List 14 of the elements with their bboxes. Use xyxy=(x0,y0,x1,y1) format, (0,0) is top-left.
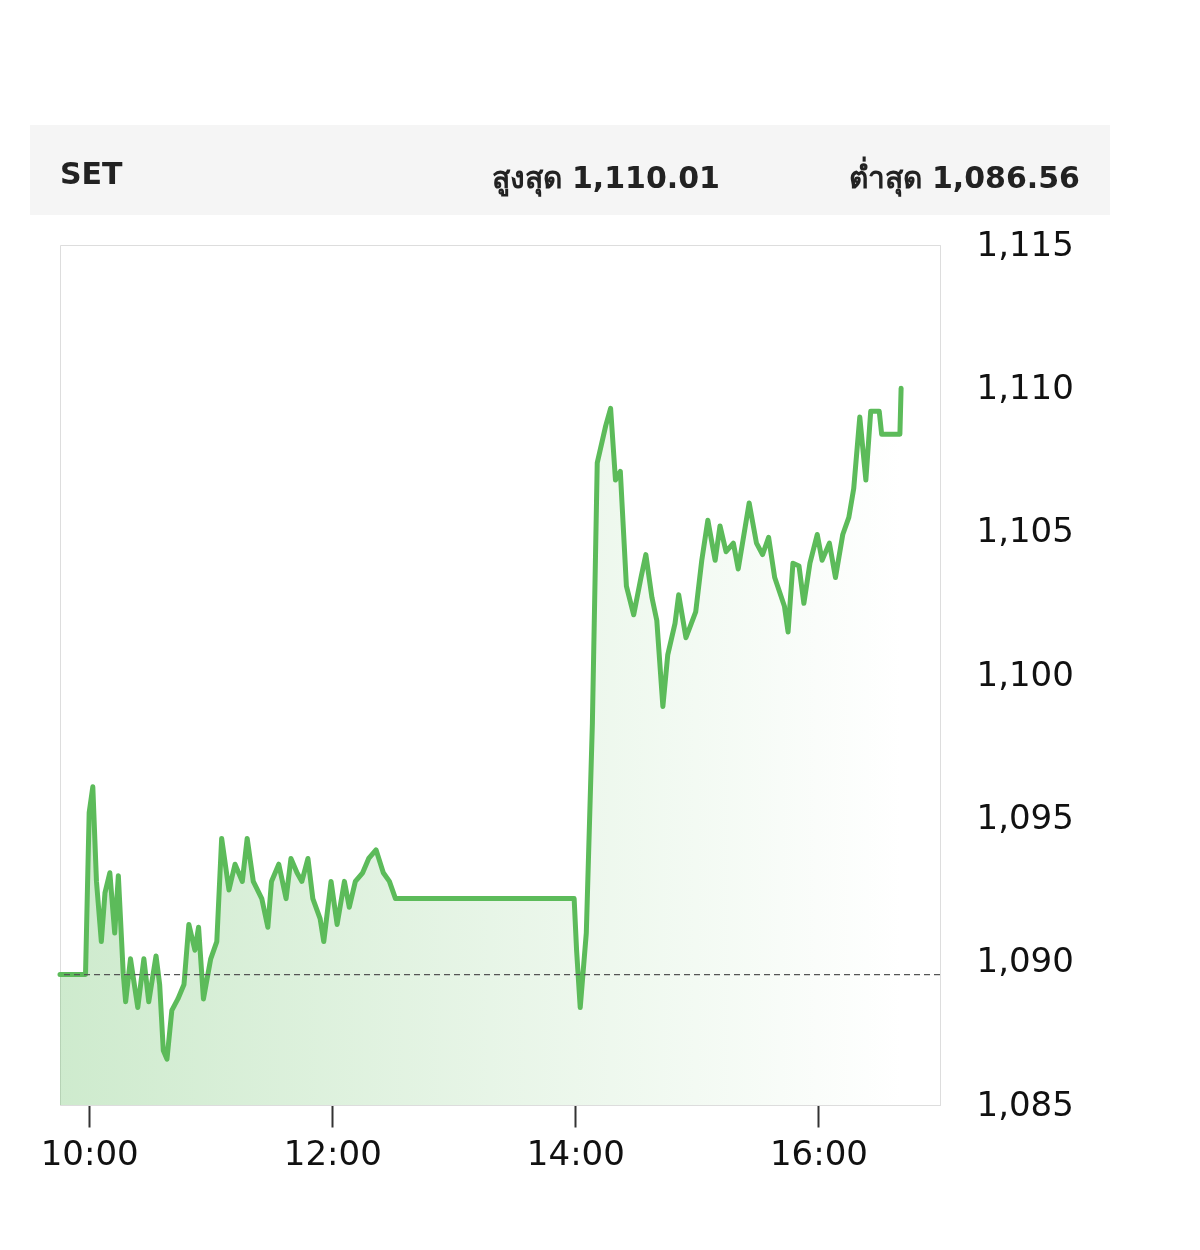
y-tick-label: 1,110 xyxy=(976,366,1074,407)
text: ต่ำสุด 1,086.56 xyxy=(848,156,1080,197)
y-tick-label: 1,095 xyxy=(976,796,1074,837)
y-tick-label: 1,090 xyxy=(976,940,1074,981)
chart-title: SET xyxy=(60,156,124,191)
text: สูงสุด 1,110.01 xyxy=(491,160,720,197)
y-tick-label: 1,115 xyxy=(976,223,1074,264)
y-tick-label: 1,105 xyxy=(976,510,1074,551)
x-tick-label: 12:00 xyxy=(283,1132,382,1173)
x-tick-label: 14:00 xyxy=(526,1132,625,1173)
y-tick-label: 1,100 xyxy=(976,653,1074,694)
y-tick-label: 1,085 xyxy=(976,1083,1074,1124)
x-tick-label: 10:00 xyxy=(40,1132,139,1173)
x-tick-label: 16:00 xyxy=(769,1132,868,1173)
